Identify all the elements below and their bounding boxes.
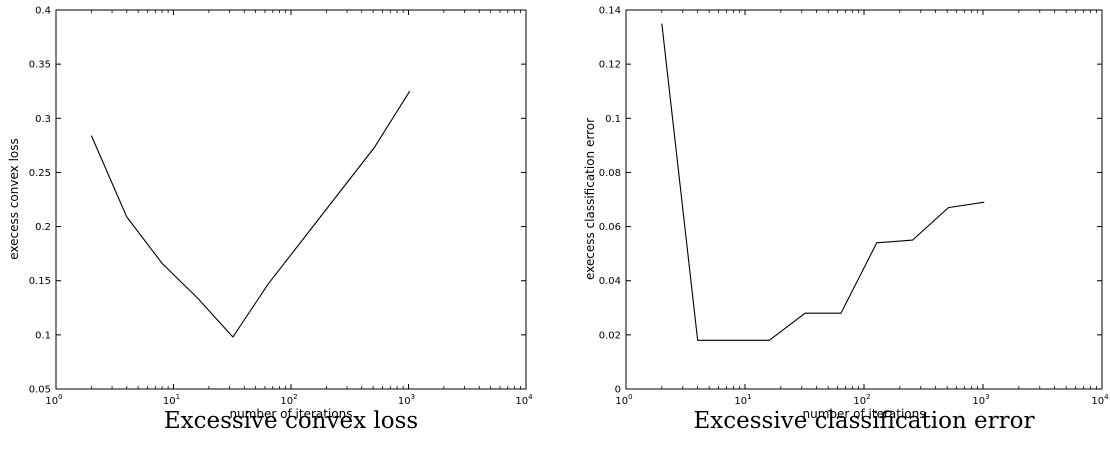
series-line [661, 23, 985, 341]
caption-left: Excessive convex loss [163, 408, 419, 434]
x-tick-label: 101 [163, 393, 180, 407]
x-axis-label: number of iterations [230, 407, 353, 421]
x-tick-label: 104 [515, 393, 533, 407]
y-tick-label: 0.3 [35, 114, 51, 125]
chart-convex-loss: 0.05 0.1 0.15 0.2 0.25 0.3 0.35 0.4 100 101 102 103… [7, 6, 533, 422]
x-tick-label: 102 [853, 393, 870, 407]
plot-frame [625, 9, 1103, 390]
y-tick-label: 0.35 [29, 60, 51, 71]
y-tick-label: 0 [615, 385, 621, 396]
x-tick-label: 102 [280, 393, 297, 407]
y-tick-label: 0.12 [599, 60, 621, 71]
y-tick-label: 0.25 [29, 168, 51, 179]
x-tick-label: 100 [45, 393, 62, 407]
caption-right: Excessive classification error [693, 408, 1035, 434]
x-tick-label: 103 [398, 393, 415, 407]
x-tick-label: 103 [972, 393, 989, 407]
y-tick-label: 0.04 [599, 276, 621, 287]
y-tick-label: 0.15 [29, 276, 51, 287]
y-tick-label: 0.05 [29, 385, 51, 396]
y-tick-label: 0.2 [35, 222, 51, 233]
y-axis-label: execess classification error [583, 118, 597, 280]
plot-frame [55, 9, 527, 390]
x-tick-label: 100 [615, 393, 632, 407]
series-line [90, 90, 411, 338]
y-tick-label: 0.06 [599, 222, 621, 233]
y-axis-label: execess convex loss [7, 138, 21, 260]
y-tick-label: 0.1 [35, 330, 51, 341]
x-axis-label: number of iterations [803, 407, 926, 421]
chart-classification-error: 0 0.02 0.04 0.06 0.08 0.1 0.12 0.14 100 101 102 103… [583, 6, 1109, 422]
y-tick-label: 0.1 [605, 114, 621, 125]
x-tick-label: 101 [734, 393, 751, 407]
y-tick-label: 0.02 [599, 330, 621, 341]
y-tick-label: 0.08 [599, 168, 621, 179]
y-tick-label: 0.4 [35, 6, 51, 17]
x-tick-label: 104 [1091, 393, 1109, 407]
y-tick-label: 0.14 [599, 6, 621, 17]
